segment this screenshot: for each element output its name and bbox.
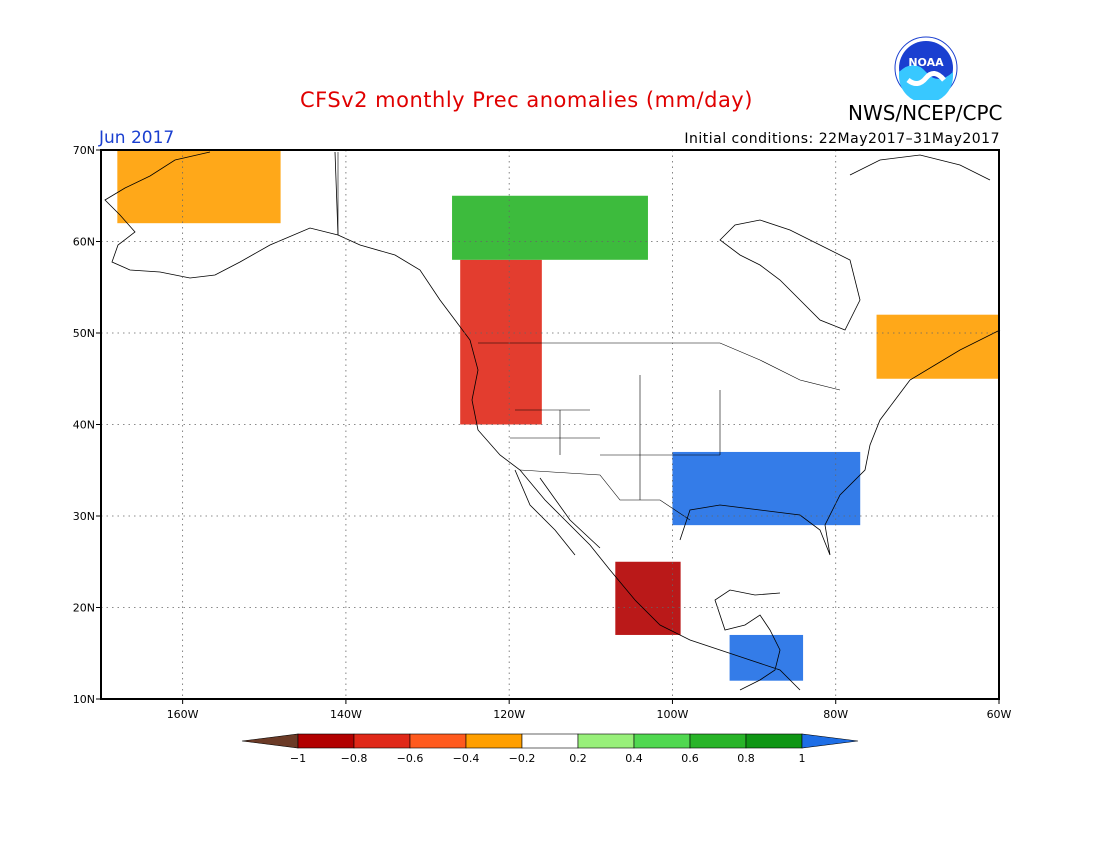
lon-label: 140W xyxy=(330,708,362,721)
anomaly-region-0 xyxy=(460,259,542,425)
political-borders xyxy=(337,152,841,521)
colorbar-label: −1 xyxy=(290,752,306,765)
anomaly-field xyxy=(117,150,999,681)
graticule xyxy=(101,150,999,699)
lon-label: 80W xyxy=(823,708,848,721)
agency-label: NWS/NCEP/CPC xyxy=(848,101,1003,125)
colorbar: −1 −0.8 −0.6 −0.4 −0.2 0.2 0.4 0.6 0.8 1 xyxy=(241,733,859,765)
longitude-labels: 160W 140W 120W 100W 80W 60W xyxy=(167,699,1012,721)
colorbar-label: 0.8 xyxy=(737,752,755,765)
lat-label: 40N xyxy=(73,419,95,432)
anomaly-region-5 xyxy=(117,150,281,224)
colorbar-label: −0.4 xyxy=(453,752,480,765)
anomaly-region-1 xyxy=(672,451,861,526)
lon-label: 160W xyxy=(167,708,199,721)
colorbar-segment xyxy=(409,733,467,749)
lat-label: 30N xyxy=(73,510,95,523)
anomaly-region-2 xyxy=(452,195,648,260)
forecast-month: Jun 2017 xyxy=(99,128,175,148)
anomaly-region-4 xyxy=(729,634,804,681)
lat-label: 50N xyxy=(73,327,95,340)
colorbar-segment xyxy=(745,733,803,749)
lat-label: 10N xyxy=(73,693,95,706)
colorbar-segment xyxy=(633,733,691,749)
colorbar-label: 0.2 xyxy=(569,752,587,765)
lon-label: 120W xyxy=(493,708,525,721)
lat-label: 70N xyxy=(73,144,95,157)
lon-label: 100W xyxy=(657,708,689,721)
anomaly-region-3 xyxy=(615,561,681,635)
coastline xyxy=(104,151,1001,691)
colorbar-label: −0.2 xyxy=(509,752,536,765)
colorbar-label: 0.6 xyxy=(681,752,699,765)
chart-title: CFSv2 monthly Prec anomalies (mm/day) xyxy=(300,88,753,112)
logo-text: NOAA xyxy=(908,56,944,69)
latitude-labels: 70N 60N 50N 40N 30N 20N 10N xyxy=(73,144,101,706)
colorbar-min-arrow xyxy=(241,733,299,749)
lat-label: 60N xyxy=(73,236,95,249)
colorbar-segment xyxy=(353,733,411,749)
colorbar-label: −0.8 xyxy=(341,752,368,765)
hudson-bay-coast xyxy=(719,219,861,331)
colorbar-segment xyxy=(689,733,747,749)
baja-california xyxy=(514,469,576,556)
colorbar-max-arrow xyxy=(801,733,859,749)
noaa-logo-icon: NOAA xyxy=(894,36,958,100)
initial-conditions: Initial conditions: 22May2017–31May2017 xyxy=(684,131,1000,147)
colorbar-label: −0.6 xyxy=(397,752,424,765)
lat-label: 20N xyxy=(73,602,95,615)
colorbar-segment xyxy=(521,733,579,749)
colorbar-segment xyxy=(465,733,523,749)
lon-label: 60W xyxy=(987,708,1012,721)
colorbar-segment xyxy=(577,733,635,749)
anomaly-region-6 xyxy=(876,314,999,379)
gulf-of-california xyxy=(539,477,601,549)
colorbar-label: 1 xyxy=(799,752,806,765)
greenland-edge xyxy=(849,154,991,181)
colorbar-label: 0.4 xyxy=(625,752,643,765)
colorbar-segment xyxy=(297,733,355,749)
